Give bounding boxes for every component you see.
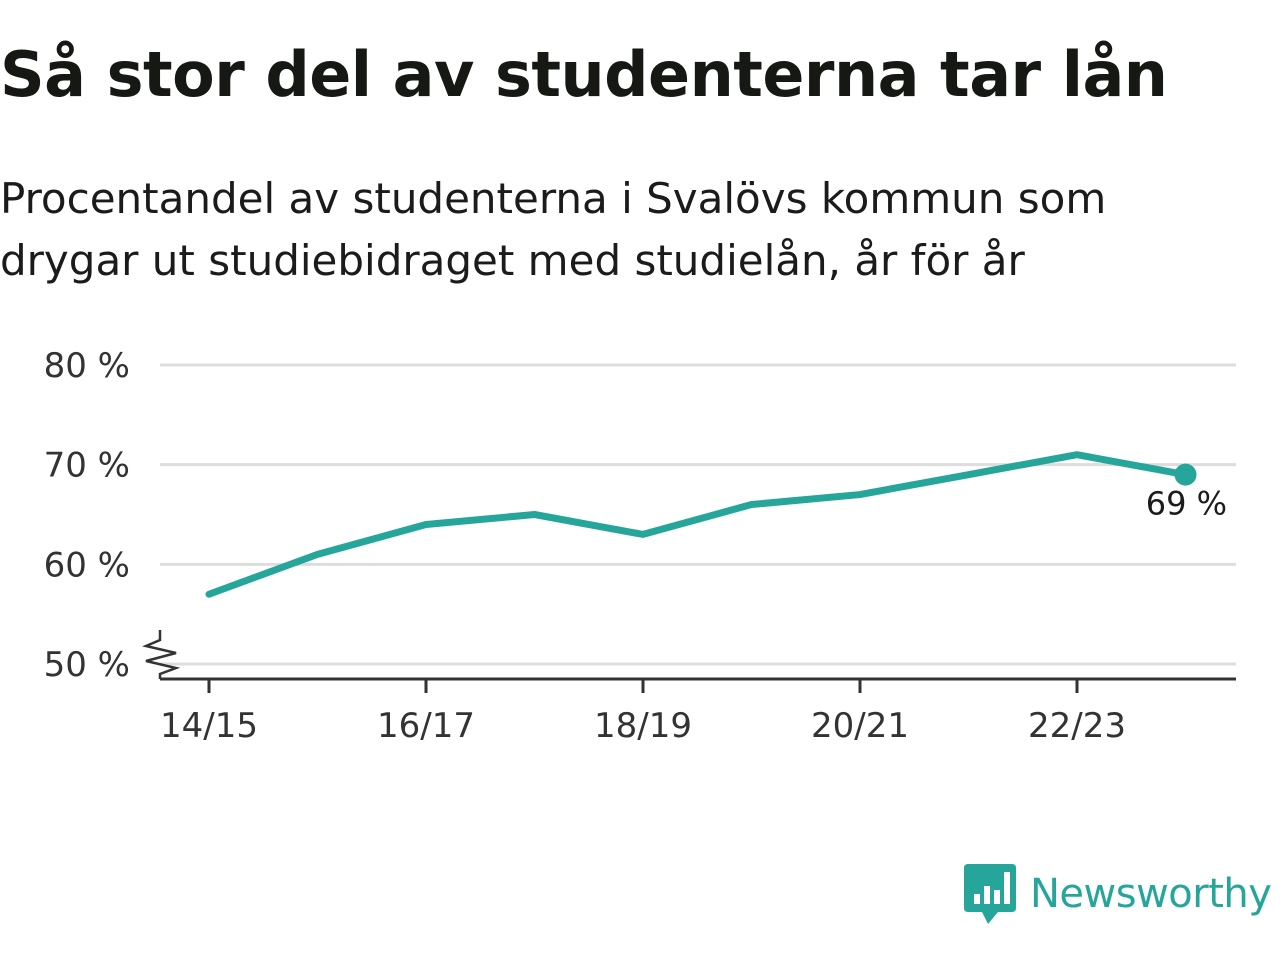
data-label-last-value: 69 % [1146, 485, 1227, 523]
y-tick-label: 70 % [44, 446, 130, 486]
series-end-point [1174, 463, 1197, 486]
y-axis-break [142, 630, 181, 679]
x-tick-label: 14/15 [160, 706, 258, 746]
line-chart: 50 % 60 % 70 % 80 % 14/15 16/17 18/19 20/21 22/2… [44, 346, 1236, 746]
y-tick-label: 80 % [44, 346, 130, 386]
newsworthy-logo-icon [964, 864, 1016, 924]
y-tick-label: 50 % [44, 645, 130, 685]
series-line [205, 451, 1189, 598]
chart-title: Så stor del av studenterna tar lån [0, 38, 1168, 111]
x-tick-label: 20/21 [811, 706, 909, 746]
brand-logo: Newsworthy [964, 862, 1272, 926]
x-tick-label: 18/19 [594, 706, 692, 746]
y-tick-label: 60 % [44, 545, 130, 585]
chart-subtitle: Procentandel av studenterna i Svalövs ko… [0, 174, 1107, 285]
x-tick-label: 16/17 [377, 706, 475, 746]
brand-name: Newsworthy [1030, 871, 1272, 917]
x-tick-label: 22/23 [1028, 706, 1126, 746]
